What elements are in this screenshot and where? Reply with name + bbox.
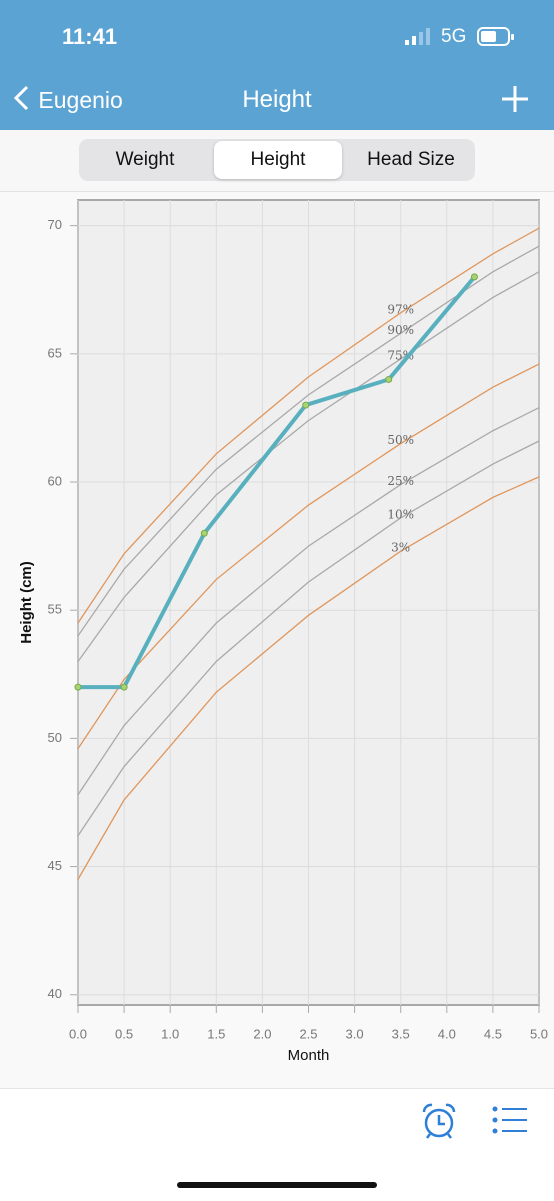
segmented-control: Weight Height Head Size — [79, 139, 475, 181]
measurement-point — [200, 529, 208, 537]
y-axis-label: Height (cm) — [18, 561, 35, 644]
tab[interactable]: Weight — [115, 149, 175, 170]
y-tick-label: 70 — [48, 217, 62, 232]
back-label[interactable]: Eugenio — [38, 87, 123, 113]
add-button[interactable] — [500, 84, 530, 114]
percentile-label: 50% — [387, 433, 414, 447]
y-tick-label: 60 — [48, 473, 62, 488]
percentile-line — [77, 363, 540, 749]
tab[interactable]: Head Size — [367, 149, 455, 170]
toolbar — [0, 1088, 554, 1201]
percentile-line — [77, 476, 540, 880]
measurement-line — [78, 275, 476, 690]
x-tick-label: 1.0 — [161, 1026, 179, 1041]
status-time: 11:41 — [62, 24, 118, 49]
percentile-line — [77, 407, 540, 796]
percentile-line — [77, 440, 540, 837]
y-tick-label: 45 — [48, 858, 62, 873]
percentile-label: 3% — [391, 541, 410, 555]
y-tick-label: 65 — [48, 345, 62, 360]
percentile-line — [77, 271, 540, 662]
measurement-point — [302, 401, 310, 409]
percentile-line — [77, 227, 540, 624]
x-tick-label: 5.0 — [530, 1026, 548, 1041]
back-button[interactable]: Eugenio — [12, 84, 123, 114]
x-tick-label: 3.0 — [346, 1026, 364, 1041]
measurement-point — [470, 273, 478, 281]
alarm-button[interactable] — [420, 1102, 460, 1142]
back-chevron — [13, 85, 29, 111]
x-axis-label: Month — [288, 1047, 330, 1064]
y-tick-label: 55 — [48, 602, 62, 617]
tab[interactable]: Height — [214, 141, 342, 179]
y-tick-label: 50 — [48, 730, 62, 745]
x-tick-label: 2.5 — [299, 1026, 317, 1041]
nav-title: Height — [242, 86, 312, 113]
chart: 40 45 50 55 60 65 70 0.0 0.5 1.0 1.5 2.0 2.5 3.0 3.5 4.… — [17, 199, 549, 1064]
home-indicator — [177, 1182, 377, 1188]
segment-area: Weight Height Head Size — [0, 130, 554, 192]
x-tick-label: 0.5 — [115, 1026, 133, 1041]
list-button[interactable] — [490, 1105, 530, 1139]
x-tick-label: 4.5 — [484, 1026, 502, 1041]
percentile-label: 97% — [387, 302, 414, 316]
percentile-label: 90% — [387, 323, 414, 337]
measurement-point — [74, 683, 82, 691]
status-network: 5G — [441, 26, 467, 47]
percentile-label: 10% — [387, 507, 414, 521]
x-tick-label: 4.0 — [438, 1026, 456, 1041]
y-tick-label: 40 — [48, 986, 62, 1001]
measurement-point — [385, 375, 393, 383]
x-tick-label: 3.5 — [392, 1026, 410, 1041]
percentile-line — [77, 245, 540, 637]
x-tick-label: 0.0 — [69, 1026, 87, 1041]
measurement-point — [120, 683, 128, 691]
x-tick-label: 2.0 — [253, 1026, 271, 1041]
signal-icon — [405, 28, 430, 45]
x-tick-label: 1.5 — [207, 1026, 225, 1041]
header: 11:41 5G Eugenio Height — [0, 0, 554, 130]
battery-icon — [477, 27, 514, 46]
percentile-label: 25% — [387, 474, 414, 488]
